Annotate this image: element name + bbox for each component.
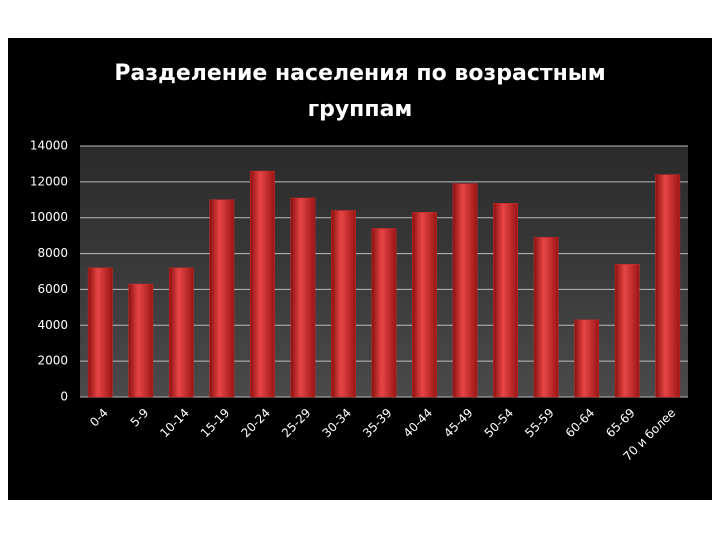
bar (412, 212, 437, 398)
x-tick-label: 55-59 (522, 406, 557, 441)
y-tick-label: 4000 (37, 318, 68, 332)
x-tick-label: 0-4 (87, 406, 111, 430)
x-tick-label: 65-69 (603, 406, 638, 441)
y-tick-label: 10000 (30, 210, 68, 224)
x-tick-label: 15-19 (198, 406, 233, 441)
x-tick-label: 45-49 (441, 406, 476, 441)
bar (249, 170, 275, 398)
bar (574, 319, 600, 398)
bar (452, 183, 478, 398)
bar (493, 203, 519, 398)
bar (533, 237, 559, 398)
x-tick-label: 10-14 (157, 406, 192, 441)
bar (168, 267, 194, 398)
chart-title: Разделение населения по возрастным групп… (114, 61, 606, 122)
bar (128, 283, 154, 398)
bar (209, 199, 235, 398)
x-tick-label: 5-9 (128, 406, 152, 430)
y-tick-label: 6000 (37, 282, 68, 296)
x-tick-label: 50-54 (482, 406, 517, 441)
x-tick-label: 25-29 (279, 406, 314, 441)
bar (331, 210, 356, 398)
bar (371, 228, 397, 398)
bar (87, 267, 113, 398)
x-tick-label: 20-24 (238, 406, 273, 441)
bar (290, 197, 316, 398)
y-tick-label: 8000 (37, 246, 68, 260)
y-tick-label: 0 (60, 390, 68, 404)
y-tick-label: 14000 (30, 139, 68, 153)
y-tick-label: 12000 (30, 174, 68, 188)
x-tick-label: 40-44 (401, 406, 436, 441)
bar (614, 264, 640, 398)
y-tick-label: 2000 (37, 354, 68, 368)
x-tick-label: 35-39 (360, 406, 395, 441)
x-tick-label: 60-64 (563, 406, 598, 441)
bar (655, 174, 681, 398)
x-tick-label: 30-34 (320, 406, 355, 441)
